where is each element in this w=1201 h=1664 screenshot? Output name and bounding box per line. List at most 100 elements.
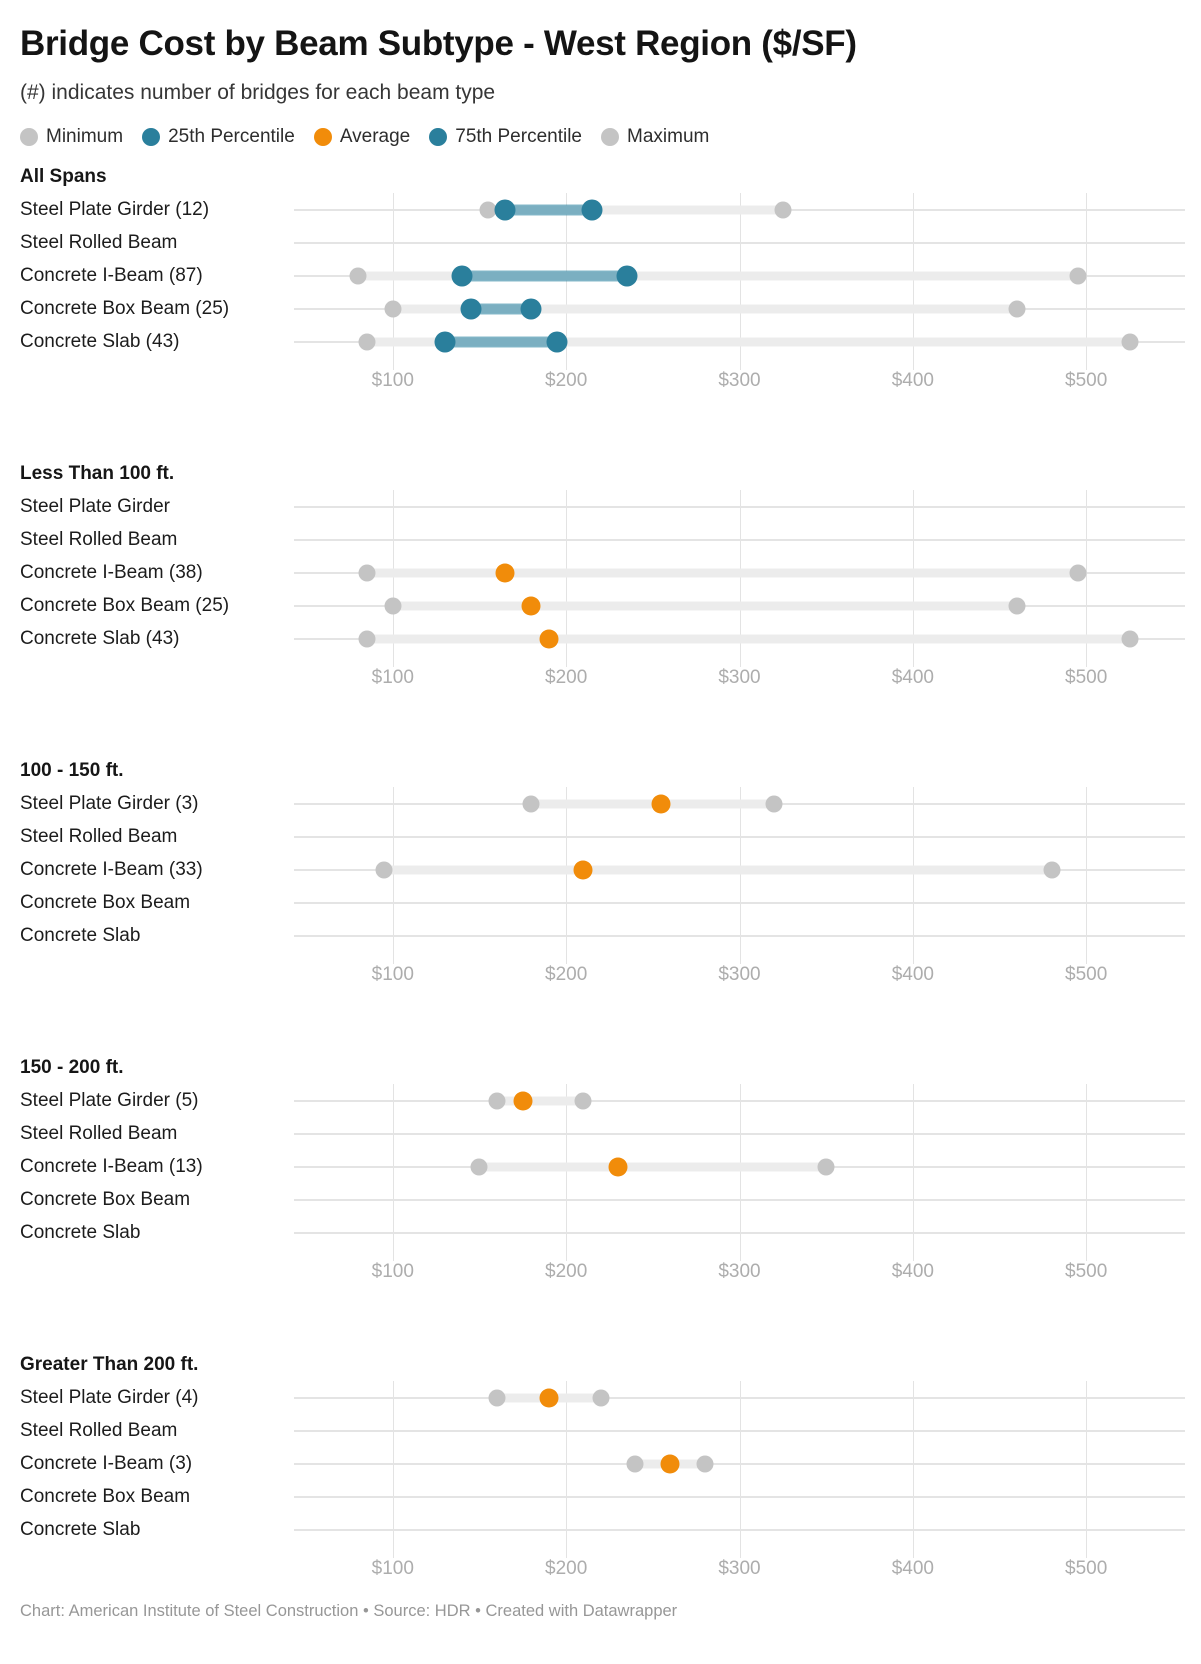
range-bar-p25-p75 — [470, 303, 532, 315]
p25-dot[interactable] — [460, 298, 482, 320]
section-heading: Less Than 100 ft. — [20, 463, 175, 485]
row-plot — [294, 787, 1185, 820]
row-plot — [294, 1117, 1185, 1150]
row-steel-rolled-beam: Steel Rolled Beam — [20, 523, 1185, 556]
maximum-dot[interactable] — [817, 1158, 835, 1176]
legend-label: Minimum — [46, 126, 124, 148]
p75-dot[interactable] — [581, 199, 603, 221]
row-label: Concrete I-Beam (13) — [20, 1156, 203, 1178]
axis-tick-label-500: $500 — [1065, 964, 1108, 986]
minimum-dot[interactable] — [488, 1389, 506, 1407]
legend-item-75th-percentile: 75th Percentile — [429, 126, 582, 148]
row-concrete-i-beam: Concrete I-Beam (38) — [20, 556, 1185, 589]
x-axis: $100 $200 $300 $400 $500 — [294, 1546, 1185, 1584]
row-concrete-slab: Concrete Slab — [20, 1513, 1185, 1546]
row-steel-plate-girder: Steel Plate Girder (4) — [20, 1381, 1185, 1414]
minimum-dot[interactable] — [626, 1455, 644, 1473]
maximum-dot[interactable] — [592, 1389, 610, 1407]
maximum-dot[interactable] — [774, 201, 792, 219]
minimum-dot[interactable] — [384, 597, 402, 615]
section-less-than-100-ft: Less Than 100 ft. Steel Plate Girder Steel… — [20, 457, 1185, 693]
maximum-dot[interactable] — [1121, 333, 1139, 351]
axis-tick-label-200: $200 — [545, 1261, 588, 1283]
p75-dot[interactable] — [546, 331, 568, 353]
minimum-dot[interactable] — [358, 630, 376, 648]
average-dot[interactable] — [608, 1157, 628, 1177]
row-concrete-box-beam: Concrete Box Beam (25) — [20, 589, 1185, 622]
row-plot — [294, 259, 1185, 292]
row-plot — [294, 1150, 1185, 1183]
beam-rows: Steel Plate Girder (5) Steel Rolled Beam C… — [20, 1084, 1185, 1249]
row-steel-plate-girder: Steel Plate Girder (12) — [20, 193, 1185, 226]
p25-dot[interactable] — [434, 331, 456, 353]
chart-title: Bridge Cost by Beam Subtype - West Regio… — [20, 24, 857, 63]
row-label: Steel Plate Girder (5) — [20, 1090, 199, 1112]
gridline-500 — [1086, 193, 1088, 371]
average-dot[interactable] — [495, 563, 515, 583]
section-heading: Greater Than 200 ft. — [20, 1354, 199, 1376]
minimum-dot[interactable] — [358, 564, 376, 582]
axis-tick-label-400: $400 — [891, 964, 934, 986]
row-plot — [294, 1084, 1185, 1117]
gridlines — [294, 193, 1185, 371]
row-plot — [294, 919, 1185, 952]
average-dot[interactable] — [660, 1454, 680, 1474]
maximum-dot[interactable] — [1121, 630, 1139, 648]
minimum-dot[interactable] — [488, 1092, 506, 1110]
minimum-dot[interactable] — [375, 861, 393, 879]
gridline-100 — [392, 787, 394, 965]
section-greater-than-200-ft: Greater Than 200 ft. Steel Plate Girder (… — [20, 1348, 1185, 1584]
gridline-500 — [1086, 490, 1088, 668]
maximum-dot[interactable] — [1069, 564, 1087, 582]
row-steel-rolled-beam: Steel Rolled Beam — [20, 820, 1185, 853]
average-dot[interactable] — [521, 596, 541, 616]
p75-dot[interactable] — [616, 265, 638, 287]
row-plot — [294, 820, 1185, 853]
row-label: Steel Rolled Beam — [20, 232, 178, 254]
p25-dot[interactable] — [494, 199, 516, 221]
axis-tick-label-500: $500 — [1065, 1558, 1108, 1580]
gridline-500 — [1086, 787, 1088, 965]
minimum-dot[interactable] — [522, 795, 540, 813]
axis-tick-label-200: $200 — [545, 1558, 588, 1580]
maximum-dot[interactable] — [696, 1455, 714, 1473]
maximum-dot[interactable] — [765, 795, 783, 813]
legend-minmax-dot-icon — [20, 128, 38, 147]
minimum-dot[interactable] — [349, 267, 367, 285]
range-bar-min-max — [479, 1162, 827, 1172]
axis-tick-label-400: $400 — [891, 1261, 934, 1283]
row-label: Concrete Slab — [20, 925, 141, 947]
maximum-dot[interactable] — [1069, 267, 1087, 285]
p25-dot[interactable] — [451, 265, 473, 287]
beam-rows: Steel Plate Girder (3) Steel Rolled Beam C… — [20, 787, 1185, 952]
minimum-dot[interactable] — [470, 1158, 488, 1176]
p75-dot[interactable] — [520, 298, 542, 320]
average-dot[interactable] — [573, 860, 593, 880]
axis-tick-label-100: $100 — [371, 370, 414, 392]
row-concrete-i-beam: Concrete I-Beam (87) — [20, 259, 1185, 292]
x-axis: $100 $200 $300 $400 $500 — [294, 952, 1185, 990]
legend-percentile-dot-icon — [429, 128, 448, 147]
minimum-dot[interactable] — [358, 333, 376, 351]
range-bar-p25-p75 — [444, 336, 558, 348]
average-dot[interactable] — [513, 1091, 533, 1111]
average-dot[interactable] — [651, 794, 671, 814]
maximum-dot[interactable] — [1008, 597, 1026, 615]
section-all-spans: All Spans Steel Plate Girder (12) Steel Ro… — [20, 160, 1185, 396]
average-dot[interactable] — [539, 629, 559, 649]
row-plot — [294, 325, 1185, 358]
minimum-dot[interactable] — [384, 300, 402, 318]
section-heading: 150 - 200 ft. — [20, 1057, 124, 1079]
x-axis: $100 $200 $300 $400 $500 — [294, 1249, 1185, 1287]
maximum-dot[interactable] — [574, 1092, 592, 1110]
axis-tick-label-300: $300 — [718, 964, 761, 986]
axis-tick-label-200: $200 — [545, 370, 588, 392]
maximum-dot[interactable] — [1043, 861, 1061, 879]
minimum-dot[interactable] — [479, 201, 497, 219]
axis-tick-label-400: $400 — [891, 370, 934, 392]
gridline-500 — [1086, 1084, 1088, 1262]
row-plot — [294, 226, 1185, 259]
maximum-dot[interactable] — [1008, 300, 1026, 318]
legend-label: Average — [339, 126, 411, 148]
average-dot[interactable] — [539, 1388, 559, 1408]
